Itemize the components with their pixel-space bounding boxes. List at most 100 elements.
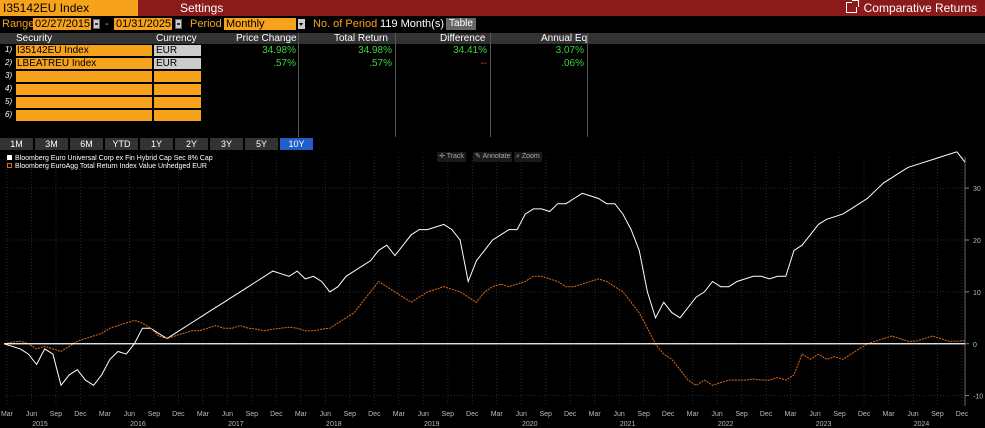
x-tick-label: Dec bbox=[662, 411, 675, 418]
currency-field[interactable] bbox=[154, 97, 201, 108]
x-tick-label: Sep bbox=[735, 411, 748, 418]
column-divider bbox=[490, 33, 491, 137]
x-tick-label: Dec bbox=[956, 411, 969, 418]
x-tick-label: Jun bbox=[124, 411, 135, 418]
annual-eq-value: .06% bbox=[561, 58, 584, 69]
difference-value: -- bbox=[480, 58, 487, 69]
ticker-field[interactable]: I35142EU Index bbox=[0, 0, 138, 16]
row-index: 1) bbox=[5, 45, 13, 54]
x-tick-label: Mar bbox=[393, 411, 406, 418]
x-tick-label: Jun bbox=[809, 411, 820, 418]
security-field[interactable] bbox=[16, 71, 152, 82]
x-tick-label: Jun bbox=[711, 411, 722, 418]
legend-label-2: Bloomberg EuroAgg Total Return Index Val… bbox=[15, 163, 207, 170]
function-title[interactable]: Comparative Returns bbox=[845, 0, 977, 16]
x-tick-label: Dec bbox=[760, 411, 773, 418]
currency-field[interactable]: EUR bbox=[154, 58, 201, 69]
x-tick-label: Sep bbox=[50, 411, 63, 418]
start-date-field[interactable]: 02/27/2015 bbox=[33, 18, 91, 30]
num-periods-value: 119 Month(s) bbox=[380, 18, 444, 30]
end-date-field[interactable]: 01/31/2025 bbox=[114, 18, 172, 30]
legend-swatch-1 bbox=[7, 155, 12, 160]
x-tick-label: Sep bbox=[148, 411, 161, 418]
tab-2y[interactable]: 2Y bbox=[175, 138, 208, 150]
legend-item-2[interactable]: Bloomberg EuroAgg Total Return Index Val… bbox=[7, 163, 213, 171]
difference-value: 34.41% bbox=[453, 45, 487, 56]
period-label: Period bbox=[190, 18, 222, 30]
num-periods-label: No. of Period bbox=[313, 18, 378, 30]
x-tick-label: Mar bbox=[589, 411, 602, 418]
annotate-tool[interactable]: ✎ Annotate bbox=[473, 152, 513, 162]
external-link-icon bbox=[845, 0, 859, 13]
start-calendar-icon[interactable] bbox=[93, 19, 100, 29]
legend-item-1[interactable]: Bloomberg Euro Universal Corp ex Fin Hyb… bbox=[7, 155, 213, 163]
tab-1y[interactable]: 1Y bbox=[140, 138, 173, 150]
zoom-tool[interactable]: ⌕ Zoom bbox=[514, 152, 542, 162]
x-year-label: 2018 bbox=[326, 421, 342, 428]
annual-eq-value: 3.07% bbox=[555, 45, 584, 56]
currency-field[interactable] bbox=[154, 71, 201, 82]
x-tick-label: Jun bbox=[418, 411, 429, 418]
chart-legend: Bloomberg Euro Universal Corp ex Fin Hyb… bbox=[7, 155, 213, 171]
end-calendar-icon[interactable] bbox=[175, 19, 182, 29]
track-tool[interactable]: ✛ Track bbox=[437, 152, 466, 162]
security-field[interactable]: LBEATREU Index bbox=[16, 58, 152, 69]
x-tick-label: Jun bbox=[907, 411, 918, 418]
tab-5y[interactable]: 5Y bbox=[245, 138, 278, 150]
tab-3m[interactable]: 3M bbox=[35, 138, 68, 150]
row-index: 5) bbox=[5, 97, 13, 106]
x-tick-label: Jun bbox=[26, 411, 37, 418]
tab-3y[interactable]: 3Y bbox=[210, 138, 243, 150]
x-year-label: 2022 bbox=[718, 421, 734, 428]
security-field[interactable] bbox=[16, 84, 152, 95]
x-year-label: 2023 bbox=[816, 421, 832, 428]
y-tick-label: 30 bbox=[973, 186, 981, 193]
security-field[interactable] bbox=[16, 97, 152, 108]
header-annual-eq: Annual Eq bbox=[541, 33, 588, 44]
x-tick-label: Dec bbox=[270, 411, 283, 418]
x-tick-label: Jun bbox=[222, 411, 233, 418]
x-tick-label: Mar bbox=[1, 411, 14, 418]
comparative-returns-chart: Mar Jun Sep Dec Mar Jun Sep Dec Mar Jun Sep Dec Mar J… bbox=[0, 151, 985, 428]
header-difference: Difference bbox=[440, 33, 486, 44]
table-button[interactable]: Table bbox=[446, 18, 476, 30]
x-tick-label: Sep bbox=[442, 411, 455, 418]
row-index: 6) bbox=[5, 110, 13, 119]
tab-1m[interactable]: 1M bbox=[0, 138, 33, 150]
x-tick-label: Dec bbox=[74, 411, 87, 418]
currency-field[interactable] bbox=[154, 110, 201, 121]
zoom-label: Zoom bbox=[521, 153, 540, 160]
header-total-return: Total Return bbox=[334, 33, 388, 44]
row-index: 4) bbox=[5, 84, 13, 93]
row-index: 2) bbox=[5, 58, 13, 67]
range-label: Range bbox=[2, 18, 35, 30]
currency-field[interactable] bbox=[154, 84, 201, 95]
x-tick-label: Mar bbox=[883, 411, 896, 418]
tab-6m[interactable]: 6M bbox=[70, 138, 103, 150]
x-tick-label: Mar bbox=[687, 411, 700, 418]
period-select[interactable]: Monthly bbox=[224, 18, 296, 30]
x-tick-label: Sep bbox=[833, 411, 846, 418]
header-security: Security bbox=[16, 33, 53, 44]
tab-10y[interactable]: 10Y bbox=[280, 138, 313, 150]
series-line-2 bbox=[3, 275, 966, 386]
header-currency: Currency bbox=[156, 33, 197, 44]
function-title-label: Comparative Returns bbox=[863, 1, 977, 15]
price-change-value: .57% bbox=[273, 58, 296, 69]
total-return-value: 34.98% bbox=[358, 45, 392, 56]
currency-field[interactable]: EUR bbox=[154, 45, 201, 56]
security-field[interactable]: I35142EU Index bbox=[16, 45, 152, 56]
x-year-label: 2020 bbox=[522, 421, 538, 428]
settings-button[interactable]: Settings bbox=[180, 1, 224, 15]
y-tick-label: 0 bbox=[973, 342, 977, 349]
security-field[interactable] bbox=[16, 110, 152, 121]
range-row: Range 02/27/2015 - 01/31/2025 Period Mon… bbox=[0, 16, 985, 33]
column-divider bbox=[298, 33, 299, 137]
x-tick-label: Mar bbox=[491, 411, 504, 418]
chevron-down-icon[interactable] bbox=[298, 19, 305, 29]
table-header: Security Currency Price Change Total Ret… bbox=[0, 33, 985, 44]
series-line-1 bbox=[3, 151, 966, 387]
total-return-value: .57% bbox=[369, 58, 392, 69]
x-tick-label: Jun bbox=[320, 411, 331, 418]
tab-ytd[interactable]: YTD bbox=[105, 138, 138, 150]
